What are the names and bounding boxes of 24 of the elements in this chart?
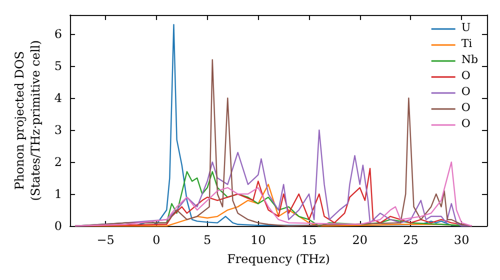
y-axis-title: Phonon projected DOS (States/THz·primitive cell) bbox=[12, 40, 42, 201]
y-tick-label: 1 bbox=[54, 187, 62, 202]
x-tick-label: 25 bbox=[403, 233, 418, 247]
x-axis-title: Frequency (THz) bbox=[227, 252, 330, 266]
legend-label: Nb bbox=[461, 53, 478, 66]
y-tick-label: 4 bbox=[54, 91, 62, 106]
y-tick-label: 2 bbox=[54, 155, 62, 170]
y-tick-label: 0 bbox=[54, 219, 62, 233]
legend-label: O bbox=[461, 85, 470, 98]
legend-label: O bbox=[461, 117, 470, 130]
y-tick-label: 6 bbox=[54, 27, 62, 42]
x-tick-label: 30 bbox=[454, 233, 470, 247]
y-tick-label: 3 bbox=[54, 123, 62, 138]
x-tick-label: 20 bbox=[352, 233, 368, 247]
legend-label: Ti bbox=[461, 37, 473, 50]
legend-label: O bbox=[461, 69, 470, 82]
x-tick-label: 5 bbox=[203, 233, 212, 247]
x-tick-label: 10 bbox=[250, 233, 266, 247]
x-tick-label: 0 bbox=[152, 233, 160, 247]
x-tick-label: −5 bbox=[96, 233, 114, 247]
legend-label: U bbox=[461, 21, 471, 34]
legend-label: O bbox=[461, 101, 470, 114]
y-tick-label: 5 bbox=[54, 59, 62, 74]
x-tick-label: 15 bbox=[301, 233, 317, 247]
